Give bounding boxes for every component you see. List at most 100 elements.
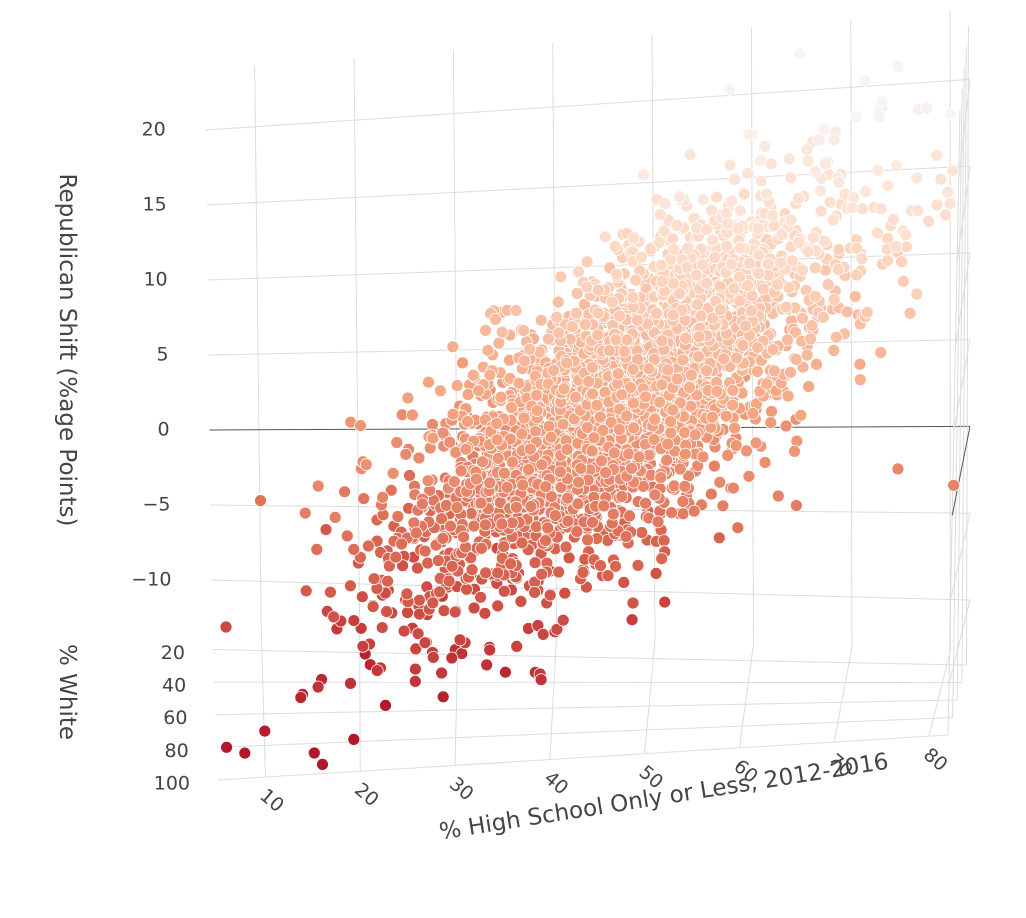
data-point[interactable] — [667, 309, 679, 321]
data-point[interactable] — [572, 498, 584, 510]
data-point[interactable] — [658, 535, 670, 547]
data-point[interactable] — [693, 331, 705, 343]
data-point[interactable] — [747, 408, 759, 420]
data-point[interactable] — [525, 501, 537, 513]
data-point[interactable] — [654, 396, 666, 408]
data-point[interactable] — [947, 165, 959, 177]
data-point[interactable] — [707, 234, 719, 246]
data-point[interactable] — [768, 365, 780, 377]
data-point[interactable] — [613, 424, 625, 436]
data-point[interactable] — [295, 692, 307, 704]
data-point[interactable] — [696, 259, 708, 271]
data-point[interactable] — [709, 252, 721, 264]
data-point[interactable] — [341, 530, 353, 542]
data-point[interactable] — [734, 271, 746, 283]
data-point[interactable] — [451, 502, 463, 514]
data-point[interactable] — [479, 519, 491, 531]
data-point[interactable] — [859, 74, 871, 86]
data-point[interactable] — [621, 410, 633, 422]
data-point[interactable] — [726, 195, 738, 207]
data-point[interactable] — [259, 725, 271, 737]
data-point[interactable] — [762, 258, 774, 270]
data-point[interactable] — [413, 452, 425, 464]
data-point[interactable] — [789, 445, 801, 457]
data-point[interactable] — [392, 511, 404, 523]
data-point[interactable] — [548, 364, 560, 376]
data-point[interactable] — [561, 444, 573, 456]
data-point[interactable] — [892, 463, 904, 475]
data-point[interactable] — [891, 160, 903, 172]
data-point[interactable] — [530, 426, 542, 438]
data-point[interactable] — [427, 432, 439, 444]
data-point[interactable] — [718, 353, 730, 365]
data-point[interactable] — [586, 362, 598, 374]
data-point[interactable] — [505, 402, 517, 414]
data-point[interactable] — [477, 456, 489, 468]
data-point[interactable] — [581, 422, 593, 434]
data-point[interactable] — [492, 567, 504, 579]
data-point[interactable] — [803, 381, 815, 393]
data-point[interactable] — [856, 253, 868, 265]
data-point[interactable] — [626, 462, 638, 474]
data-point[interactable] — [706, 411, 718, 423]
data-point[interactable] — [440, 499, 452, 511]
data-point[interactable] — [772, 279, 784, 291]
data-point[interactable] — [659, 198, 671, 210]
data-point[interactable] — [562, 492, 574, 504]
data-point[interactable] — [684, 382, 696, 394]
data-point[interactable] — [529, 586, 541, 598]
data-point[interactable] — [380, 699, 392, 711]
data-point[interactable] — [511, 640, 523, 652]
data-point[interactable] — [562, 515, 574, 527]
data-point[interactable] — [468, 520, 480, 532]
data-point[interactable] — [409, 675, 421, 687]
data-point[interactable] — [697, 451, 709, 463]
data-point[interactable] — [681, 243, 693, 255]
data-point[interactable] — [480, 567, 492, 579]
data-point[interactable] — [491, 434, 503, 446]
data-point[interactable] — [772, 490, 784, 502]
data-point[interactable] — [790, 353, 802, 365]
data-point[interactable] — [557, 614, 569, 626]
data-point[interactable] — [680, 332, 692, 344]
data-point[interactable] — [445, 520, 457, 532]
data-point[interactable] — [896, 256, 908, 268]
data-point[interactable] — [729, 422, 741, 434]
data-point[interactable] — [729, 173, 741, 185]
data-point[interactable] — [553, 327, 565, 339]
data-point[interactable] — [391, 437, 403, 449]
data-point[interactable] — [449, 606, 461, 618]
data-point[interactable] — [312, 681, 324, 693]
data-point[interactable] — [757, 283, 769, 295]
data-point[interactable] — [543, 420, 555, 432]
data-point[interactable] — [519, 355, 531, 367]
data-point[interactable] — [493, 337, 505, 349]
data-point[interactable] — [701, 365, 713, 377]
data-point[interactable] — [523, 464, 535, 476]
data-point[interactable] — [606, 296, 618, 308]
data-point[interactable] — [356, 591, 368, 603]
data-point[interactable] — [618, 576, 630, 588]
data-point[interactable] — [402, 607, 414, 619]
data-point[interactable] — [582, 534, 594, 546]
data-point[interactable] — [480, 324, 492, 336]
data-point[interactable] — [708, 460, 720, 472]
data-point[interactable] — [658, 225, 670, 237]
data-point[interactable] — [782, 390, 794, 402]
data-point[interactable] — [498, 467, 510, 479]
data-point[interactable] — [630, 274, 642, 286]
data-point[interactable] — [371, 665, 383, 677]
data-point[interactable] — [387, 467, 399, 479]
data-point[interactable] — [860, 186, 872, 198]
data-point[interactable] — [454, 634, 466, 646]
data-point[interactable] — [942, 186, 954, 198]
data-point[interactable] — [498, 585, 510, 597]
data-point[interactable] — [809, 166, 821, 178]
data-point[interactable] — [743, 128, 755, 140]
data-point[interactable] — [594, 411, 606, 423]
data-point[interactable] — [872, 164, 884, 176]
data-point[interactable] — [579, 319, 591, 331]
data-point[interactable] — [711, 191, 723, 203]
data-point[interactable] — [220, 621, 232, 633]
